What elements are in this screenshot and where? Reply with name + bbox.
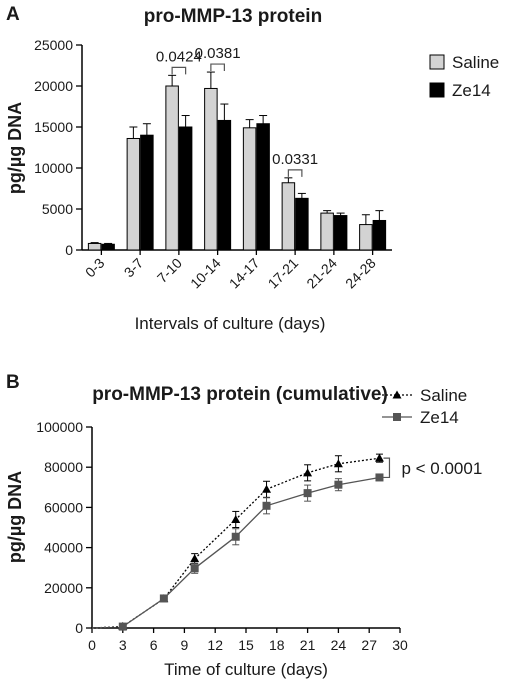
data-point-saline xyxy=(231,514,241,523)
data-point-saline xyxy=(190,554,200,563)
y-tick-label: 40000 xyxy=(44,540,83,556)
x-tick-label: 21 xyxy=(300,637,316,653)
data-point-ze14 xyxy=(231,532,240,541)
data-point-ze14 xyxy=(190,564,199,573)
chart-b-title: pro-MMP-13 protein (cumulative) xyxy=(92,384,388,405)
significance-bracket xyxy=(210,63,225,72)
legend-marker-ze14 xyxy=(393,413,401,421)
data-point-ze14 xyxy=(262,501,271,510)
y-tick-label: 80000 xyxy=(44,459,83,475)
x-tick-label: 0 xyxy=(88,637,96,653)
significance-label: 0.0381 xyxy=(195,45,241,62)
y-tick-label: 15000 xyxy=(34,119,73,135)
bar-saline xyxy=(242,127,257,251)
legend-swatch-ze14 xyxy=(429,82,445,98)
data-point-saline xyxy=(303,468,313,477)
bar-saline xyxy=(165,85,179,251)
x-tick-label: 0-3 xyxy=(82,255,108,281)
data-point-saline xyxy=(374,453,384,462)
series-lead-ze14 xyxy=(91,625,123,629)
x-tick-label: 3 xyxy=(119,637,127,653)
y-tick-label: 25000 xyxy=(34,37,73,53)
chart-b-ylabel: pg/µg DNA xyxy=(5,471,25,563)
x-tick-label: 6 xyxy=(150,637,158,653)
bar-ze14 xyxy=(217,119,232,251)
x-tick-label: 9 xyxy=(181,637,189,653)
data-point-saline xyxy=(262,484,272,493)
x-tick-label: 3-7 xyxy=(121,255,147,281)
bar-ze14 xyxy=(178,126,193,251)
legend-label-ze14: Ze14 xyxy=(452,81,491,100)
significance-bracket xyxy=(171,66,187,75)
x-tick-label: 15 xyxy=(238,637,254,653)
legend-label-ze14: Ze14 xyxy=(420,408,459,427)
y-tick-label: 0 xyxy=(65,242,73,258)
significance-bracket xyxy=(287,169,303,177)
x-tick-label: 10-14 xyxy=(187,255,224,292)
data-point-ze14 xyxy=(375,473,384,482)
y-tick-label: 10000 xyxy=(34,160,73,176)
y-tick-label: 5000 xyxy=(42,201,73,217)
x-tick-label: 24 xyxy=(331,637,347,653)
significance-bracket xyxy=(383,457,391,479)
bar-ze14 xyxy=(140,134,154,251)
chart-a-plot: 0 5000 10000 15000 20000 25000 0-3 3-7 7-10 10-14… xyxy=(34,37,499,291)
x-tick-label: 17-21 xyxy=(265,255,302,292)
bar-saline xyxy=(204,87,218,251)
panel-a-letter: A xyxy=(6,4,20,25)
data-point-ze14 xyxy=(118,622,127,631)
panel-b-letter: B xyxy=(6,372,20,393)
significance-label: 0.0424 xyxy=(156,48,202,65)
data-point-ze14 xyxy=(159,594,168,603)
x-tick-label: 7-10 xyxy=(154,255,185,286)
y-tick-label: 60000 xyxy=(44,499,83,515)
bar-saline xyxy=(320,212,334,251)
y-tick-label: 100000 xyxy=(36,419,83,435)
significance-label: 0.0331 xyxy=(272,151,318,168)
bar-ze14 xyxy=(372,219,387,251)
x-tick-label: 30 xyxy=(392,637,408,653)
bar-saline xyxy=(126,137,141,251)
legend-marker-saline xyxy=(392,390,402,399)
y-tick-label: 0 xyxy=(75,620,83,636)
x-tick-label: 27 xyxy=(361,637,377,653)
x-tick-label: 18 xyxy=(269,637,285,653)
legend-label-saline: Saline xyxy=(420,386,467,405)
x-tick-label: 24-28 xyxy=(342,255,379,292)
chart-a-ylabel: pg/µg DNA xyxy=(5,102,25,194)
chart-b-xlabel: Time of culture (days) xyxy=(164,660,328,679)
bar-ze14 xyxy=(101,243,115,251)
data-point-ze14 xyxy=(334,480,343,489)
legend-label-saline: Saline xyxy=(452,53,499,72)
y-tick-label: 20000 xyxy=(44,580,83,596)
bar-saline xyxy=(359,224,373,251)
y-tick-label: 20000 xyxy=(34,78,73,94)
bar-ze14 xyxy=(333,215,348,251)
legend-swatch-saline xyxy=(429,54,445,70)
chart-a-title: pro-MMP-13 protein xyxy=(144,6,322,27)
chart-b-plot: 0 20000 40000 60000 80000 100000 0 3 6 9 12 15 18 21 2… xyxy=(36,386,482,653)
x-tick-label: 12 xyxy=(207,637,223,653)
bar-saline xyxy=(281,182,296,251)
series-line-ze14 xyxy=(122,476,380,628)
data-point-ze14 xyxy=(303,489,312,498)
significance-label: p < 0.0001 xyxy=(401,459,482,478)
x-tick-label: 14-17 xyxy=(226,255,263,292)
bar-ze14 xyxy=(256,123,270,251)
chart-a-xlabel: Intervals of culture (days) xyxy=(135,314,326,333)
data-point-saline xyxy=(333,459,343,468)
bar-saline xyxy=(87,242,102,251)
x-tick-label: 21-24 xyxy=(303,255,340,292)
series-line-saline xyxy=(122,457,380,627)
bar-ze14 xyxy=(295,197,309,251)
